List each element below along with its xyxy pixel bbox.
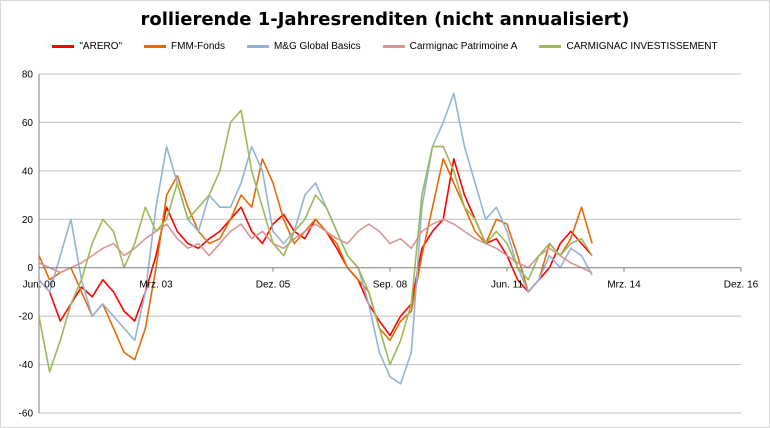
series-line-2 [38,92,593,385]
y-tick-label: 20 [22,215,34,226]
series-line-3 [38,218,593,274]
legend-swatch [382,45,405,48]
legend-item-4: CARMIGNAC INVESTISSEMENT [539,41,718,52]
legend-swatch [539,45,562,48]
y-tick-label: 0 [27,263,33,274]
y-tick-label: 60 [22,118,34,129]
legend-item-0: "ARERO" [52,41,122,52]
chart-legend: "ARERO" FMM-Fonds M&G Global Basics Carmign… [1,41,769,52]
chart-title: rollierende 1-Jahresrenditen (nicht annu… [140,9,630,30]
y-tick-label: -40 [19,360,34,371]
legend-swatch [52,45,75,48]
legend-swatch [246,45,269,48]
legend-label: CARMIGNAC INVESTISSEMENT [566,41,718,52]
y-tick-label: 80 [22,70,34,81]
legend-label: FMM-Fonds [171,41,225,52]
x-tick-label: Sep. 08 [373,280,408,291]
x-tick-label: Jun. 11 [491,280,523,291]
x-tick-label: Jun. 00 [23,280,56,291]
legend-swatch [144,45,167,48]
x-tick-label: Dez. 16 [724,280,759,291]
y-tick-label: -20 [19,312,34,323]
legend-label: M&G Global Basics [273,41,361,52]
legend-label: "ARERO" [79,41,123,52]
y-tick-label: 40 [22,166,34,177]
series-line-4 [38,109,593,373]
legend-label: Carmignac Patrimoine A [409,41,518,52]
legend-item-1: FMM-Fonds [144,41,225,52]
x-tick-label: Dez. 05 [256,280,291,291]
x-tick-label: Mrz. 14 [607,280,641,291]
legend-item-3: Carmignac Patrimoine A [382,41,518,52]
series-line-1 [38,158,593,361]
legend-item-2: M&G Global Basics [246,41,361,52]
x-tick-label: Mrz. 03 [139,280,173,291]
y-tick-label: -60 [19,409,34,420]
